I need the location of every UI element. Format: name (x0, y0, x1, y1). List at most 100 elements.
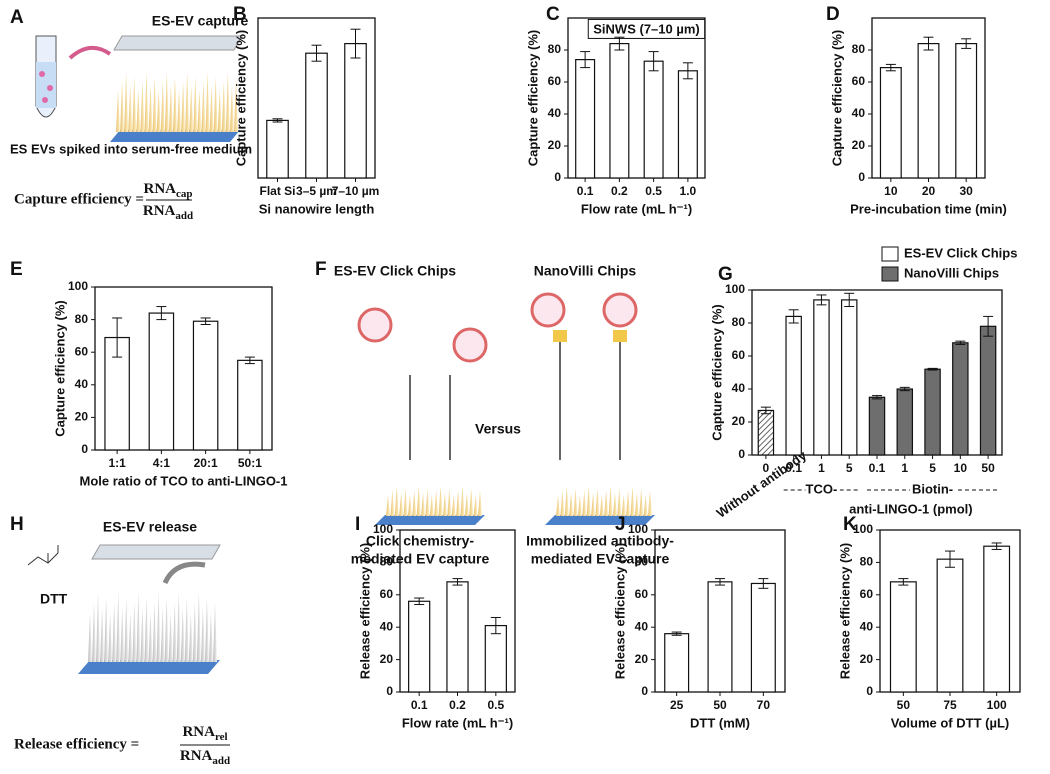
y-tick-label: 0 (866, 684, 873, 698)
bar (936, 558, 964, 693)
nanowire (204, 597, 209, 662)
substrate (110, 130, 240, 142)
y-tick-label: 80 (380, 555, 394, 569)
x-tick-label: 4:1 (153, 456, 171, 470)
x-tick-label: 1.0 (680, 184, 697, 198)
nanowire (412, 490, 417, 516)
y-tick-label: 100 (853, 522, 873, 536)
nanowire (582, 490, 587, 516)
nanowire (604, 490, 609, 516)
nanowire (438, 486, 443, 516)
ev (530, 292, 566, 328)
versus: Versus (475, 421, 521, 437)
x-tick-label: 1 (901, 461, 908, 475)
y-tick-label: 20 (732, 414, 746, 428)
nanowire (608, 486, 613, 516)
nanowire (394, 486, 399, 516)
y-tick-label: 40 (852, 106, 866, 120)
x-tick-label: 50 (897, 698, 911, 712)
nanowire (104, 597, 109, 662)
nanowire (172, 76, 177, 132)
reagent: DTT (40, 591, 68, 607)
panel-letter: K (843, 514, 857, 535)
nanowire (586, 486, 591, 516)
bar (148, 312, 175, 451)
nanowire (464, 492, 469, 516)
x-tick-label: 25 (670, 698, 684, 712)
x-axis-label: Flow rate (mL h⁻¹) (402, 715, 513, 730)
nanowire (399, 492, 404, 516)
panel-h: H ES-EV release DTT Release efficiency =… (10, 514, 230, 767)
nanowire (180, 607, 185, 662)
bar (446, 581, 469, 693)
nanowire (556, 495, 560, 516)
panel-letter: D (826, 4, 840, 25)
bar (266, 119, 289, 179)
nanowire (469, 488, 474, 516)
x-axis-label: Pre-incubation time (min) (850, 201, 1007, 216)
annotation-box (587, 18, 706, 39)
x-tick-label: 0.1 (869, 461, 886, 475)
caption: ES EVs spiked into serum-free medium (10, 141, 252, 156)
bar (955, 42, 978, 179)
x-tick-label: 30 (959, 184, 973, 198)
panel-title: ES-EV Click Chips (334, 263, 456, 279)
ev (39, 71, 45, 77)
nanowire (116, 592, 121, 662)
y-axis-label: Release efficiency (%) (612, 543, 627, 680)
y-tick-label: 60 (75, 344, 89, 358)
plot-frame (567, 17, 706, 179)
nanowire (560, 490, 565, 516)
bar (484, 624, 507, 693)
x-tick-label: 50 (981, 461, 995, 475)
bar (813, 299, 830, 456)
group-label: Biotin- (912, 481, 953, 496)
nanowire (181, 81, 186, 132)
bar (840, 299, 858, 456)
x-tick-label: 100 (987, 698, 1007, 712)
nanowire (591, 492, 596, 516)
nanowire (176, 592, 181, 662)
legend-label: ES-EV Click Chips (904, 245, 1017, 260)
ev (357, 307, 393, 343)
nanowire (164, 72, 169, 132)
nanowire (108, 613, 113, 662)
nanowire (630, 486, 635, 516)
y-tick-label: 60 (852, 74, 866, 88)
x-axis-label: Mole ratio of TCO to anti-LINGO-1 (80, 473, 288, 488)
bar (750, 582, 776, 693)
panel-letter: I (355, 514, 360, 535)
x-axis-label: Si nanowire length (259, 201, 375, 216)
y-tick-label: 80 (635, 555, 649, 569)
nanowire (208, 613, 213, 662)
panel-letter: F (315, 259, 327, 280)
nanowire (160, 81, 165, 132)
y-tick-label: 40 (380, 619, 394, 633)
y-axis-label: Release efficiency (%) (357, 543, 372, 680)
y-tick-label: 0 (81, 442, 88, 456)
bar (707, 581, 733, 693)
x-tick-label: 0 (763, 461, 770, 475)
bar (785, 315, 802, 456)
nanowire (88, 613, 92, 662)
x-tick-label: 75 (943, 698, 957, 712)
panel-title: ES-EV capture (152, 13, 249, 29)
nanowire (193, 76, 198, 132)
x-axis-label: Flow rate (mL h⁻¹) (581, 201, 692, 216)
nanowire (120, 81, 125, 132)
y-tick-label: 0 (554, 170, 561, 184)
panel-title: ES-EV release (103, 519, 197, 535)
nanowire (112, 602, 117, 662)
nanowire (617, 488, 622, 516)
nanowire (573, 488, 578, 516)
y-axis-label: Release efficiency (%) (837, 543, 852, 680)
x-tick-label: 0.1 (411, 698, 428, 712)
nanowire (460, 486, 465, 516)
group-label: Without antibody (714, 447, 810, 521)
nanowire (209, 85, 214, 132)
nanowire (407, 495, 412, 516)
nanowire (168, 85, 173, 132)
bar (192, 320, 219, 451)
nanowire (177, 90, 182, 132)
x-tick-label: 5 (929, 461, 936, 475)
